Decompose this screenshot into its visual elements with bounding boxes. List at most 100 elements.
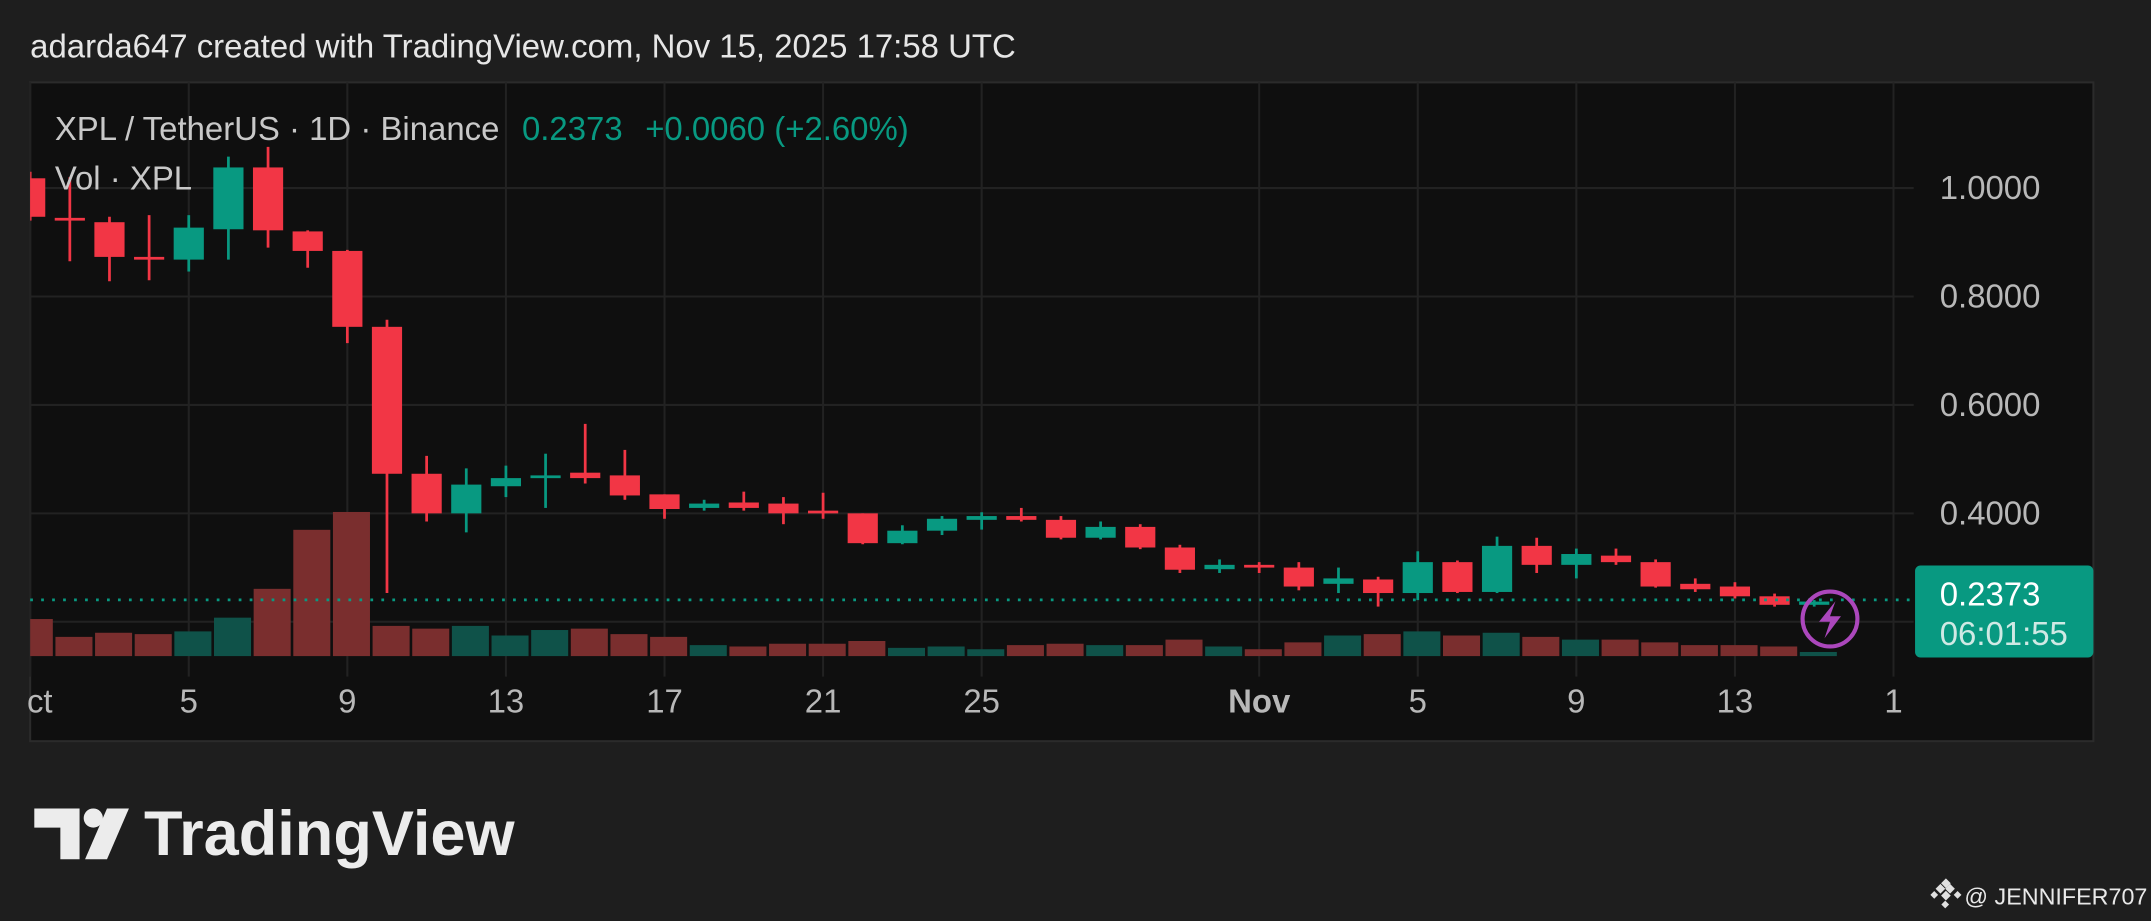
candle[interactable]: [768, 497, 807, 657]
candle-body: [768, 503, 799, 514]
candle[interactable]: [213, 156, 252, 657]
volume-bar: [1403, 631, 1441, 657]
candle[interactable]: [649, 494, 688, 657]
candle[interactable]: [847, 513, 886, 657]
candle-body: [1680, 583, 1711, 590]
candle[interactable]: [689, 499, 727, 657]
candle[interactable]: [1521, 537, 1560, 657]
candle[interactable]: [1283, 562, 1322, 657]
candle[interactable]: [54, 177, 93, 657]
volume-bar: [412, 628, 450, 657]
volume-bar: [1324, 635, 1362, 657]
candle-body: [213, 167, 244, 230]
candle[interactable]: [490, 465, 529, 657]
candle[interactable]: [1006, 507, 1044, 657]
candle[interactable]: [1402, 551, 1441, 657]
candle[interactable]: [1323, 567, 1362, 657]
candle[interactable]: [1204, 559, 1243, 657]
volume-bar: [1601, 639, 1639, 657]
volume-bar: [650, 636, 688, 657]
candle[interactable]: [887, 525, 926, 657]
candle-body: [411, 473, 442, 514]
volume-bar: [1561, 639, 1599, 657]
legend-volume[interactable]: Vol · XPL: [55, 159, 192, 196]
time-tick-label: 9: [1567, 682, 1585, 719]
tradingview-wordmark: TradingView: [144, 799, 515, 869]
candle[interactable]: [570, 423, 608, 657]
plot-area[interactable]: [15, 146, 1837, 657]
candle[interactable]: [926, 516, 965, 657]
candle-body: [1442, 562, 1473, 592]
time-tick-label: 17: [646, 682, 683, 719]
candle[interactable]: [1045, 516, 1084, 657]
alert-icon[interactable]: [1800, 589, 1860, 649]
candle[interactable]: [1561, 548, 1599, 657]
volume-bar: [927, 646, 965, 657]
candle[interactable]: [807, 492, 846, 657]
candle[interactable]: [371, 319, 410, 657]
volume-bar: [95, 632, 133, 657]
candle-body: [451, 484, 482, 514]
volume-bar: [729, 646, 767, 657]
candle[interactable]: [728, 491, 767, 657]
candle[interactable]: [15, 171, 53, 657]
volume-bar: [1799, 651, 1837, 657]
candle[interactable]: [1125, 524, 1163, 657]
candle[interactable]: [451, 468, 489, 657]
volume-bar: [1482, 632, 1520, 657]
candle-body: [292, 231, 323, 251]
candle-body: [1125, 526, 1156, 548]
candle[interactable]: [1481, 536, 1520, 657]
time-tick-label: 5: [180, 682, 198, 719]
candle-body: [1323, 578, 1354, 584]
volume-bar: [1522, 636, 1560, 657]
volume-bar: [30, 619, 53, 657]
bar-countdown: 06:01:55: [1940, 615, 2068, 652]
candle-body: [30, 178, 46, 217]
candle-body: [1402, 562, 1433, 594]
candle[interactable]: [411, 455, 450, 657]
price-axis[interactable]: 1.0000 0.8000 0.6000 0.4000: [1940, 169, 2041, 531]
snapshot-title: adarda647 created with TradingView.com, …: [30, 28, 1016, 65]
candle-body: [570, 472, 601, 479]
tradingview-logo-icon: [34, 808, 129, 860]
volume-bar: [1165, 639, 1203, 657]
candle-body: [252, 167, 284, 231]
candle[interactable]: [332, 249, 370, 657]
candle[interactable]: [1640, 559, 1679, 657]
candle[interactable]: [1244, 562, 1282, 657]
time-tick-label: Nov: [1228, 682, 1291, 719]
candle-body: [54, 217, 85, 221]
candle[interactable]: [1442, 560, 1481, 657]
candle[interactable]: [530, 453, 569, 657]
volume-bar: [1641, 642, 1679, 657]
legend-change: +0.0060 (+2.60%): [645, 110, 909, 147]
candle-body: [1085, 526, 1116, 538]
candle[interactable]: [173, 215, 212, 657]
candle[interactable]: [1799, 600, 1837, 657]
candle-body: [689, 503, 720, 508]
time-tick-label: 13: [1717, 682, 1754, 719]
price-tick-label: 0.4000: [1940, 494, 2041, 531]
candle[interactable]: [609, 449, 648, 657]
volume-bar: [451, 625, 489, 657]
candle-body: [1561, 554, 1592, 565]
candle-body: [1164, 547, 1195, 570]
candle[interactable]: [1164, 544, 1203, 657]
candle[interactable]: [94, 216, 133, 657]
candle[interactable]: [1363, 576, 1401, 657]
volume-bar: [1086, 645, 1124, 657]
volume-bar: [332, 511, 370, 657]
candle[interactable]: [1085, 521, 1124, 657]
candle[interactable]: [1759, 593, 1798, 657]
candle[interactable]: [292, 230, 331, 657]
legend-symbol[interactable]: XPL / TetherUS · 1D · Binance: [55, 110, 500, 147]
candle[interactable]: [1680, 578, 1718, 657]
candle[interactable]: [134, 215, 172, 657]
candle[interactable]: [966, 512, 1005, 657]
time-tick-label: 13: [488, 682, 525, 719]
time-axis[interactable]: ct 5 9 13 17 21 25 Nov 5 9 13 1: [27, 682, 1903, 719]
candle[interactable]: [1719, 582, 1758, 657]
candle[interactable]: [1600, 548, 1639, 657]
